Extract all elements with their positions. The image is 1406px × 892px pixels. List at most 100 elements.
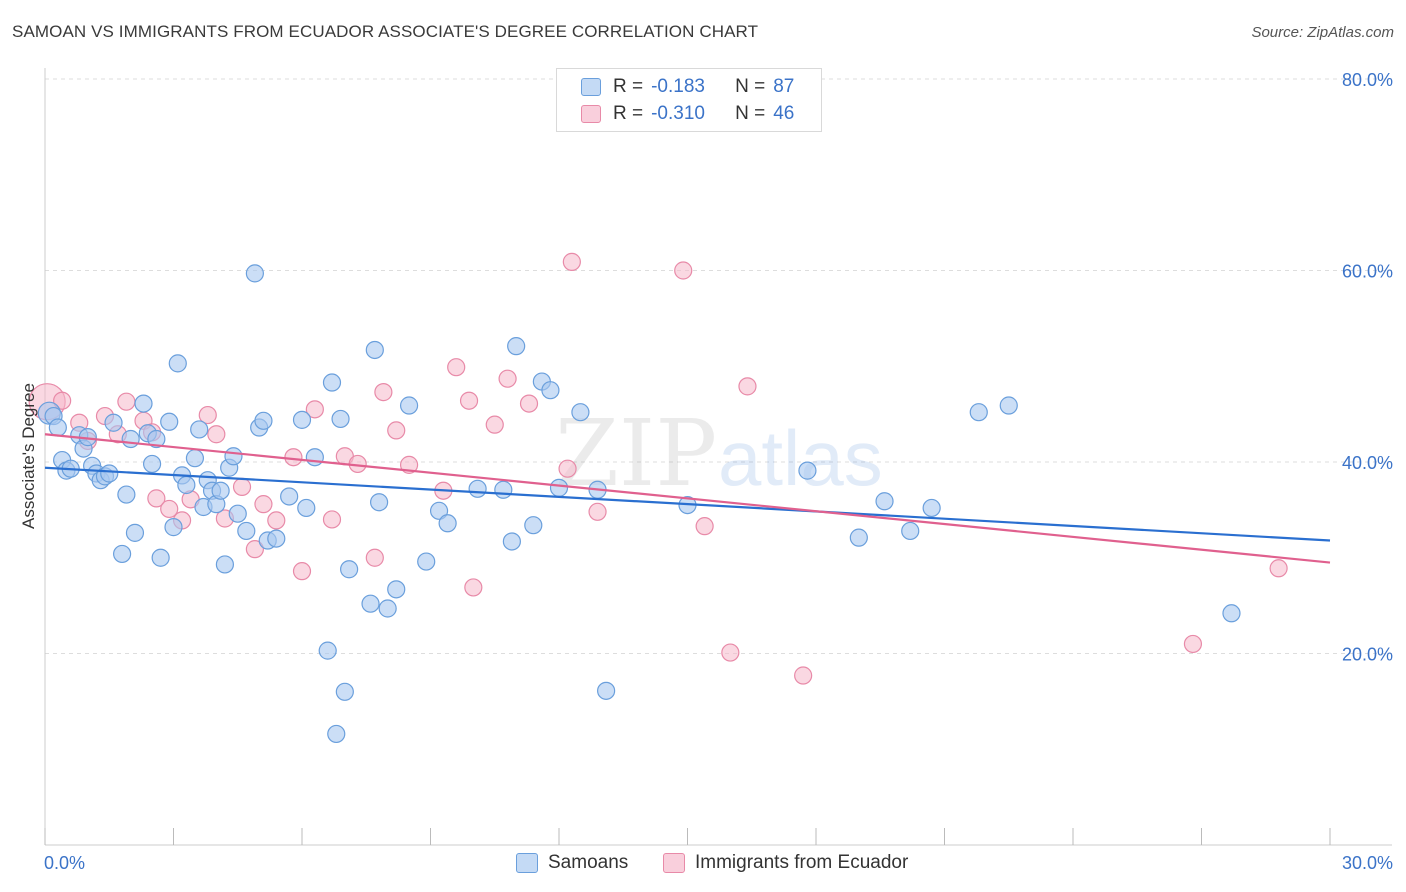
data-point-samoan [335,682,354,701]
legend-swatch-ecuador [581,105,601,123]
data-point-ecuador [794,666,813,685]
data-point-samoan [134,394,153,413]
data-point-samoan [151,548,170,567]
data-point-samoan [228,504,247,523]
r-label: R = [613,76,644,97]
data-point-ecuador [147,489,166,508]
trend-line-samoans [44,466,1331,542]
watermark-atlas: atlas [718,414,883,502]
data-point-ecuador [674,261,693,280]
legend-item-ecuador[interactable]: Immigrants from Ecuador [663,852,908,874]
data-point-samoan [280,487,299,506]
x-tick-label: 30.0% [1342,853,1393,873]
y-tick-label: 60.0% [1342,262,1393,282]
source-label: Source: ZipAtlas.com [1251,24,1394,41]
data-point-samoan [468,479,487,498]
data-point-ecuador [464,578,483,597]
data-point-samoan [387,580,406,599]
data-point-samoan [549,478,569,497]
data-point-samoan [267,529,286,548]
y-tick-label: 40.0% [1342,453,1393,473]
trend-line-ecuador [44,433,1331,564]
data-point-samoan [245,264,264,283]
watermark: ZIP atlas [555,400,883,507]
data-point-samoan [361,594,380,613]
data-point-samoan [378,599,397,618]
grid-lines [45,78,1392,654]
data-point-ecuador [738,377,757,396]
data-point-ecuador [447,358,466,377]
data-point-samoan [901,521,920,541]
data-point-samoan [104,413,123,432]
data-point-samoan [399,396,419,415]
data-point-samoan [292,410,312,429]
samoan-points [37,264,1241,744]
data-point-ecuador [695,517,714,536]
data-point-samoan [417,552,436,571]
r-label: R = [613,103,644,124]
data-point-samoan [142,454,162,474]
legend-swatch-ecuador [663,853,685,873]
data-point-samoan [48,418,67,437]
n-label: N = [735,103,766,124]
data-point-ecuador [459,391,479,410]
data-point-samoan [1222,604,1241,623]
data-point-samoan [798,461,817,480]
data-point-samoan [922,498,941,518]
data-point-ecuador [322,510,342,529]
data-point-samoan [297,498,316,518]
legend-row-samoans: R = -0.183 N = 87 [581,74,794,100]
data-point-samoan [160,412,179,431]
data-point-samoan [185,449,205,468]
data-point-samoan [429,501,449,520]
x-tick-label: 0.0% [44,853,85,873]
data-point-ecuador [292,562,312,581]
series-legend: Samoans Immigrants from Ecuador [0,852,1406,878]
data-point-samoan [318,641,337,660]
data-point-ecuador [721,643,740,662]
data-point-samoan [121,429,140,449]
data-point-samoan [597,681,616,700]
data-point-samoan [112,544,132,564]
data-point-samoan [875,492,894,511]
data-point-samoan [322,373,342,392]
data-point-ecuador [198,405,217,425]
data-point-ecuador [254,495,273,514]
data-point-samoan [571,403,590,422]
data-point-samoan [305,448,324,467]
data-point-samoan [254,411,273,430]
data-point-ecuador [1183,634,1203,654]
data-point-samoan [125,523,145,542]
data-point-samoan [507,337,526,356]
data-point-samoan [117,485,136,504]
data-point-ecuador [485,415,504,434]
data-point-ecuador [588,502,607,521]
data-point-ecuador [232,477,252,496]
data-point-samoan [211,481,230,500]
data-point-ecuador [562,252,581,271]
y-tick-label: 80.0% [1342,70,1393,90]
trend-lines [44,433,1331,564]
legend-label-samoans: Samoans [548,852,629,873]
n-label: N = [735,76,766,97]
data-point-ecuador [284,448,303,467]
data-point-samoan [147,429,166,449]
n-value: 46 [773,103,795,124]
data-point-samoan [331,409,350,429]
data-point-samoan [327,724,346,744]
data-point-samoan [237,521,256,541]
data-point-ecuador [519,394,539,413]
data-point-ecuador [207,425,226,444]
legend-row-ecuador: R = -0.310 N = 46 [581,101,794,127]
n-value: 87 [773,76,795,97]
data-point-ecuador [117,392,136,411]
data-point-samoan [340,560,359,579]
data-point-samoan [541,381,560,400]
data-point-ecuador [365,548,384,567]
data-point-ecuador [558,459,577,478]
data-point-samoan [164,518,183,537]
r-value: -0.310 [651,103,705,124]
legend-item-samoans[interactable]: Samoans [516,852,628,874]
data-point-ecuador [498,369,517,388]
